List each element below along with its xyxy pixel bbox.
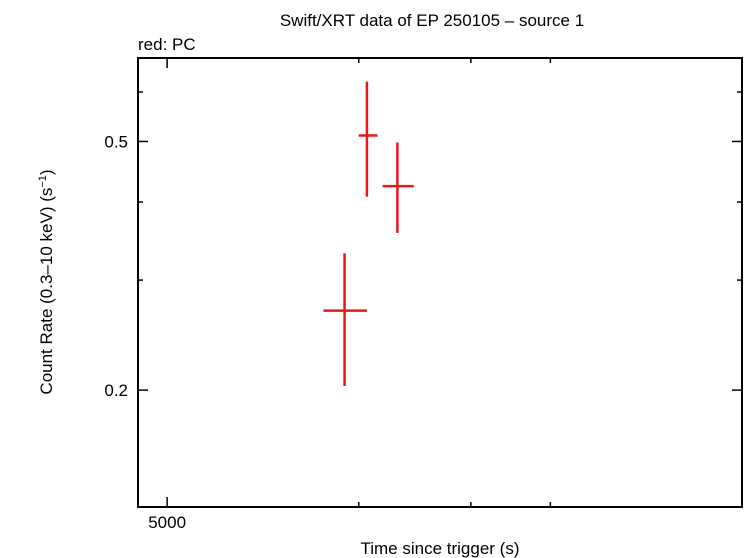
x-axis-label: Time since trigger (s) (360, 539, 519, 558)
chart-subtitle: red: PC (138, 35, 196, 54)
chart-title: Swift/XRT data of EP 250105 – source 1 (280, 11, 584, 30)
y-tick-label: 0.5 (104, 132, 128, 151)
data-point (358, 81, 378, 197)
y-tick-label: 0.2 (104, 381, 128, 400)
data-point (382, 142, 414, 233)
tick-labels: 5000 0.2 0.5 (104, 132, 186, 532)
y-axis-label: Count Rate (0.3–10 keV) (s−1) (37, 169, 56, 394)
axis-ticks (138, 58, 742, 507)
plot-frame (137, 57, 743, 508)
x-tick-label: 5000 (148, 513, 186, 532)
data-points (323, 81, 414, 387)
data-point (323, 253, 367, 387)
